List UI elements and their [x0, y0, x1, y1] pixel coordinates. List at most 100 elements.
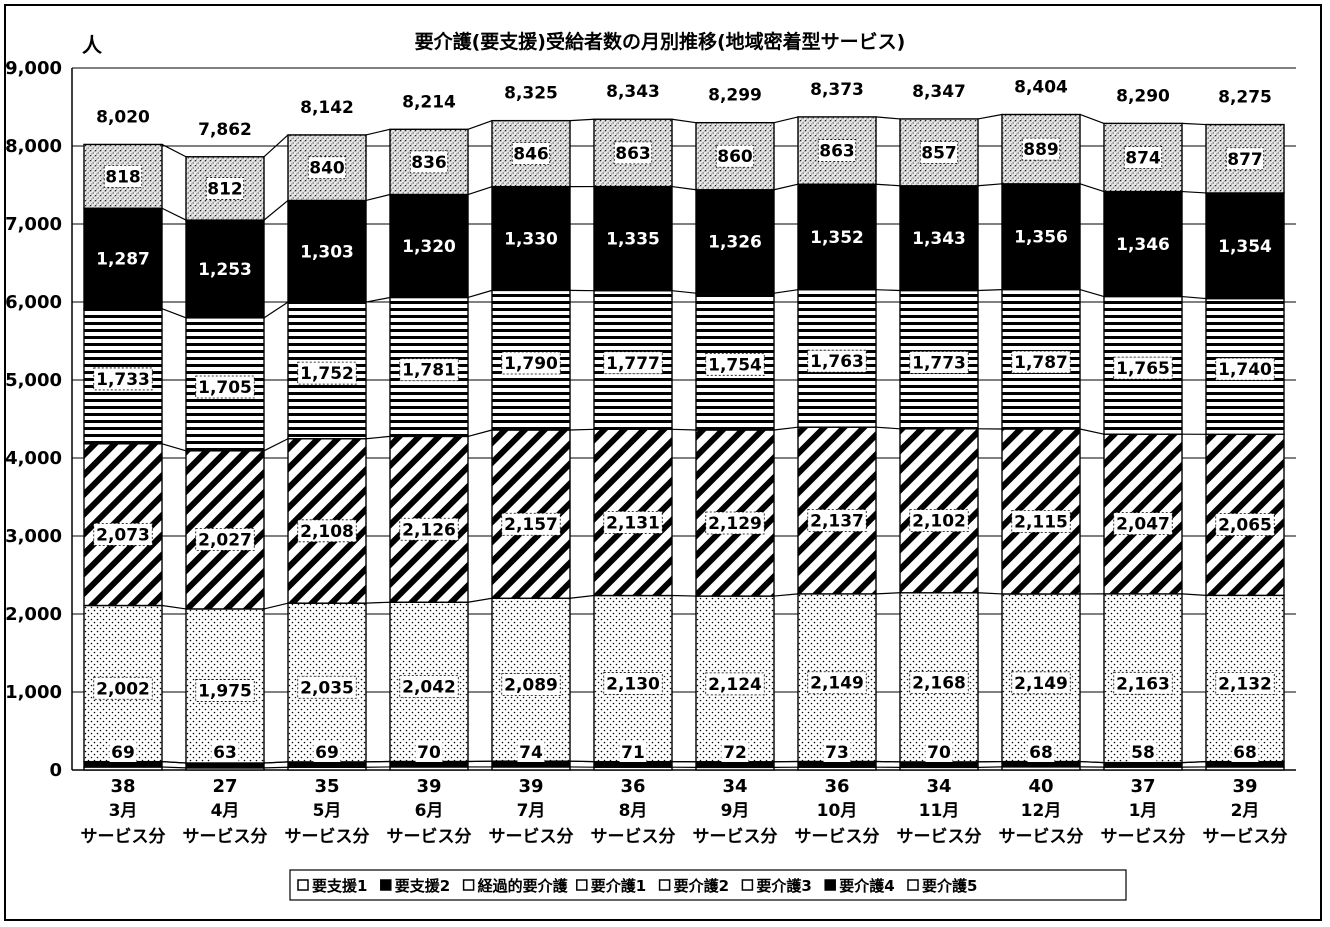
series-connector — [161, 207, 187, 221]
x-tick-suffix: サービス分 — [81, 827, 166, 847]
bar-segment — [1205, 192, 1285, 300]
bar-stack: 2,149 2,115 1,787 1,356 889 68 8,404 — [1001, 77, 1081, 771]
segment-label: 1,975 — [198, 682, 252, 702]
series-connector — [467, 429, 493, 437]
segment-label: 68 — [1233, 743, 1257, 763]
series-connector — [977, 288, 1003, 292]
segment-label: 2,131 — [606, 513, 660, 533]
legend-label: 要介護5 — [922, 877, 977, 895]
x-tick-month: 5月 — [313, 801, 342, 821]
segment-label: 1,777 — [606, 354, 660, 374]
series-connector — [263, 301, 289, 319]
segment-label: 68 — [1029, 743, 1053, 763]
segment-label: 1,781 — [402, 361, 456, 381]
legend-label: 経過的要介護 — [478, 877, 569, 895]
segment-label-bg — [205, 177, 245, 200]
series-connector — [263, 602, 289, 610]
segment-label: 1,287 — [96, 249, 150, 269]
bar-stack: 2,124 2,129 1,754 1,326 860 72 8,299 — [695, 86, 775, 771]
segment-label-bg — [297, 675, 357, 699]
y-tick-label: 0 — [49, 760, 62, 781]
series-connector — [773, 426, 799, 431]
x-tick-month: 6月 — [415, 801, 444, 821]
segment-label: 72 — [723, 743, 747, 763]
x-tick-suffix: サービス分 — [897, 827, 982, 847]
segment-label-bg — [1215, 672, 1275, 695]
legend-swatch — [658, 879, 671, 891]
segment-label-bg — [807, 349, 867, 373]
segment-label-bg — [807, 671, 867, 695]
segment-label: 1,326 — [708, 232, 762, 252]
segment-label-bg — [1215, 513, 1275, 536]
bar-segment — [491, 185, 571, 292]
x-tick-suffix: サービス分 — [285, 827, 370, 847]
x-tick-month: 9月 — [721, 801, 750, 821]
segment-label: 58 — [1131, 743, 1155, 763]
bar-segment — [1103, 190, 1183, 298]
segment-label: 877 — [1227, 150, 1263, 170]
series-connector — [161, 308, 187, 319]
segment-label-bg — [807, 509, 867, 532]
series-connector — [263, 199, 289, 221]
series-connector — [1079, 760, 1105, 764]
segment-label-bg — [705, 511, 765, 535]
segment-label: 2,137 — [810, 512, 864, 532]
bottom-value-label: 39 — [416, 776, 441, 797]
series-connector — [773, 116, 799, 124]
segment-label-bg — [1225, 147, 1265, 171]
legend: 要支援1 要支援2 経過的要介護 要介護1 要介護2 要介護3 要介護4 要介護5 — [289, 869, 1127, 901]
segment-label-bg — [501, 673, 561, 697]
series-connector — [977, 113, 1003, 120]
series-connector — [161, 143, 187, 158]
segment-label-bg — [415, 741, 443, 762]
series-connector — [467, 186, 493, 196]
segment-label: 2,089 — [504, 676, 558, 696]
segment-label: 74 — [519, 743, 543, 763]
bar-stack: 2,130 2,131 1,777 1,335 863 71 8,343 — [593, 82, 673, 771]
bar-stack: 2,168 2,102 1,773 1,343 857 70 8,347 — [899, 82, 979, 771]
segment-label: 2,149 — [1014, 674, 1068, 694]
bar-segment — [185, 762, 265, 769]
x-tick-month: 11月 — [919, 801, 960, 821]
y-tick-label: 6,000 — [5, 292, 62, 313]
segment-label-bg — [823, 741, 851, 762]
legend-label: 要介護4 — [839, 877, 894, 895]
segment-label: 2,073 — [96, 525, 150, 545]
series-connector — [467, 597, 493, 603]
series-connector — [569, 594, 595, 599]
y-axis-unit: 人 — [82, 33, 103, 57]
segment-label: 2,163 — [1116, 674, 1170, 694]
series-connector — [875, 116, 901, 120]
y-tick-label: 1,000 — [5, 682, 62, 703]
x-tick-month: 10月 — [817, 801, 858, 821]
segment-label: 2,168 — [912, 673, 966, 693]
bar-stack: 2,163 2,047 1,765 1,346 874 58 8,290 — [1103, 86, 1183, 771]
bar-segment — [389, 193, 469, 299]
segment-label: 2,115 — [1014, 512, 1068, 532]
segment-label-bg — [399, 358, 459, 382]
legend-label: 要介護1 — [591, 877, 646, 895]
y-tick-label: 7,000 — [5, 214, 62, 235]
x-tick-suffix: サービス分 — [999, 827, 1084, 847]
segment-label-bg — [613, 141, 653, 165]
series-connector — [875, 592, 901, 595]
series-connector — [365, 435, 391, 440]
series-connector — [1079, 183, 1105, 193]
segment-label-bg — [1011, 509, 1071, 533]
series-connector — [1181, 295, 1207, 300]
bar-segment — [593, 185, 673, 292]
bar-total-label: 7,862 — [198, 120, 252, 140]
series-connector — [671, 428, 697, 431]
y-tick-label: 5,000 — [5, 370, 62, 391]
legend-swatch — [380, 879, 392, 891]
series-connector — [875, 426, 901, 430]
bottom-value-label: 40 — [1028, 776, 1053, 797]
segment-label-bg — [307, 156, 347, 180]
series-connector — [161, 604, 187, 610]
segment-label-bg — [211, 741, 239, 762]
bottom-value-label: 34 — [722, 776, 747, 797]
legend-label: 要介護2 — [674, 877, 729, 895]
segment-label: 860 — [717, 147, 753, 167]
bar-total-label: 8,020 — [96, 107, 150, 127]
series-connector — [1079, 289, 1105, 298]
